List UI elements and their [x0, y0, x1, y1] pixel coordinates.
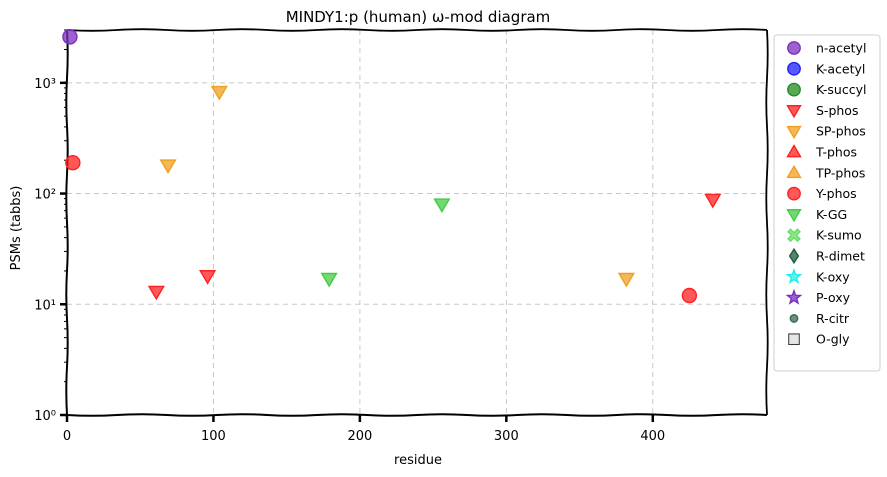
x-axis: 0 100 200 300 400	[63, 415, 665, 444]
x-tick-label: 300	[494, 429, 519, 444]
legend-label: K-oxy	[816, 269, 850, 284]
y-tick-label: 10⁰	[34, 409, 56, 424]
legend-marker-n-acetyl	[787, 41, 801, 55]
point-SP-phos	[210, 85, 228, 101]
frame-left	[65, 29, 69, 416]
legend-label: K-succyl	[816, 82, 866, 97]
legend: n-acetyl K-acetyl K-succyl S-phos SP-phos T-p…	[773, 34, 881, 372]
legend-label: R-citr	[816, 311, 850, 326]
x-tick-label: 100	[201, 429, 226, 444]
point-S-phos	[147, 285, 165, 301]
legend-marker-S-phos	[786, 105, 802, 119]
point-Y-phos	[65, 154, 81, 171]
legend-marker-TP-phos	[786, 164, 802, 179]
point-S-phos	[199, 270, 217, 285]
axes-frame	[65, 28, 769, 417]
legend-marker-R-citr	[789, 313, 799, 323]
x-tick-label: 200	[347, 429, 372, 444]
legend-label: O-gly	[816, 332, 850, 347]
legend-marker-R-dimet	[788, 247, 800, 265]
point-n-acetyl	[62, 29, 78, 45]
legend-label: n-acetyl	[816, 41, 866, 56]
point-Y-phos	[681, 287, 698, 304]
x-tick-label: 400	[640, 429, 665, 444]
legend-marker-K-acetyl	[787, 61, 801, 76]
frame-right	[765, 29, 769, 416]
frame-bottom	[66, 413, 768, 417]
legend-label: TP-phos	[815, 165, 865, 180]
legend-label: R-dimet	[816, 249, 865, 264]
legend-label: SP-phos	[816, 124, 866, 139]
plot-points	[62, 29, 722, 304]
point-K-GG	[433, 198, 451, 214]
legend-marker-K-succyl	[787, 82, 801, 97]
legend-label: K-acetyl	[816, 61, 865, 76]
legend-marker-Y-phos	[787, 186, 801, 201]
legend-marker-K-oxy	[785, 267, 803, 284]
chart-title: MINDY1:p (human) ω-mod diagram	[286, 8, 551, 26]
y-axis: 10⁰ 10¹ 10² 10³	[34, 29, 67, 424]
point-SP-phos	[617, 272, 635, 288]
frame-top	[66, 28, 768, 32]
y-axis-label: PSMs (tabbs)	[9, 186, 24, 271]
legend-label: Y-phos	[815, 186, 857, 201]
legend-box	[773, 34, 881, 372]
point-SP-phos	[159, 159, 177, 175]
legend-marker-K-GG	[786, 209, 802, 223]
legend-label: T-phos	[815, 145, 857, 160]
x-axis-label: residue	[394, 453, 442, 468]
y-tick-label: 10²	[34, 188, 56, 203]
y-tick-label: 10¹	[34, 298, 56, 313]
legend-label: K-sumo	[816, 228, 862, 243]
legend-label: P-oxy	[816, 290, 851, 305]
legend-marker-O-gly	[788, 333, 800, 345]
y-tick-label: 10³	[34, 77, 56, 92]
grid	[67, 30, 767, 415]
legend-marker-SP-phos	[786, 125, 802, 140]
legend-label: K-GG	[816, 207, 847, 222]
legend-marker-T-phos	[786, 144, 802, 158]
point-K-GG	[320, 272, 338, 288]
x-tick-label: 0	[63, 429, 71, 444]
point-S-phos	[704, 193, 722, 209]
legend-label: S-phos	[816, 103, 858, 118]
legend-marker-K-sumo	[787, 228, 801, 243]
legend-marker-P-oxy	[785, 288, 803, 305]
